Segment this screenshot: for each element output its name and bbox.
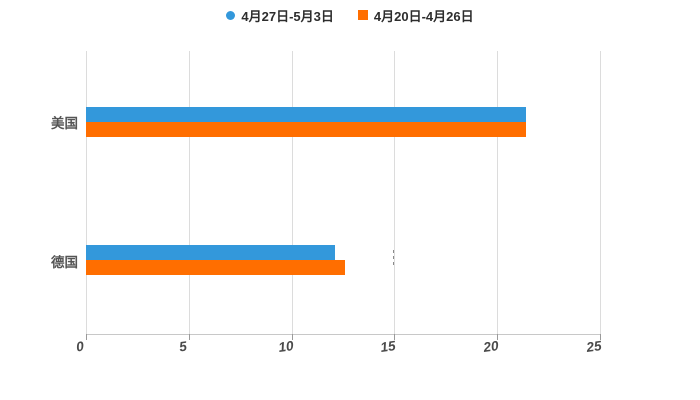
bar-美国-series-0[interactable] bbox=[86, 106, 526, 122]
gridline-5 bbox=[188, 51, 190, 334]
x-tick-label-25: 25 bbox=[585, 338, 603, 355]
bar-德国-series-0[interactable] bbox=[86, 245, 335, 261]
legend-label-week-apr20-apr26: 4月20日-4月26日 bbox=[373, 8, 474, 24]
x-tick-label-15: 15 bbox=[379, 338, 397, 355]
legend-label-week-apr27-may3: 4月27日-5月3日 bbox=[241, 8, 334, 24]
x-axis-tick-0 bbox=[86, 334, 87, 340]
x-axis-tick-5 bbox=[188, 334, 190, 340]
legend-item-week-apr27-may3[interactable]: 4月27日-5月3日 bbox=[226, 6, 334, 25]
y-axis-labels: 美国 德国 bbox=[0, 51, 78, 335]
legend-square-marker-icon bbox=[357, 10, 368, 20]
x-axis-tick-20 bbox=[497, 334, 499, 340]
legend-item-week-apr20-apr26[interactable]: 4月20日-4月26日 bbox=[357, 6, 474, 25]
plot-area: 0 5 10 15 20 25 bbox=[75, 51, 602, 355]
x-tick-label-10: 10 bbox=[277, 338, 295, 355]
gridline-25 bbox=[600, 51, 601, 334]
gridline-0 bbox=[86, 51, 87, 334]
y-category-label-0: 美国 bbox=[51, 116, 78, 131]
x-tick-label-5: 5 bbox=[178, 338, 188, 355]
x-tick-label-0: 0 bbox=[75, 338, 85, 355]
y-category-label-1: 德国 bbox=[51, 255, 78, 271]
gridline-15 bbox=[394, 51, 396, 334]
gridline-10 bbox=[291, 51, 293, 334]
x-axis-tick-15 bbox=[394, 334, 396, 340]
x-tick-label-20: 20 bbox=[482, 338, 500, 355]
legend: 4月27日-5月3日 4月20日-4月26日 bbox=[0, 4, 700, 26]
x-axis-tick-25 bbox=[600, 334, 601, 340]
gridline-20 bbox=[497, 51, 499, 334]
legend-circle-marker-icon bbox=[226, 10, 236, 20]
x-axis-tick-10 bbox=[291, 334, 293, 340]
bar-美国-series-1[interactable] bbox=[86, 121, 526, 137]
bar-德国-series-1[interactable] bbox=[86, 260, 346, 276]
